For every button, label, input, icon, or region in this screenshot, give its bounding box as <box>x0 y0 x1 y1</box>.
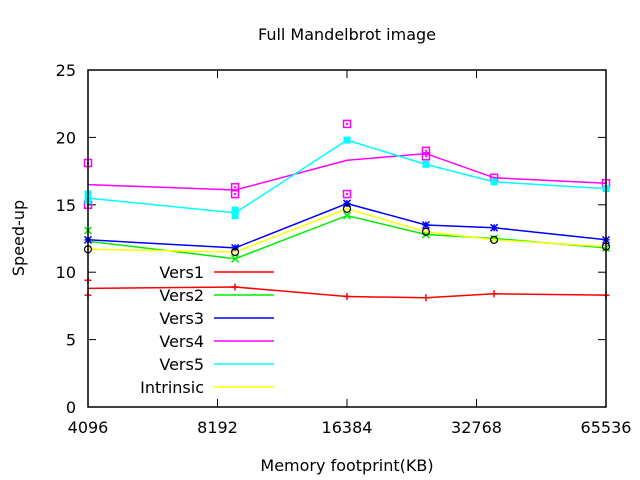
y-axis-label: Speed-up <box>9 200 28 276</box>
legend-label: Intrinsic <box>140 378 204 397</box>
data-point-center <box>492 238 496 242</box>
x-tick-label: 16384 <box>322 418 373 437</box>
y-tick-label: 15 <box>56 196 76 215</box>
data-point <box>422 160 430 168</box>
data-point <box>421 152 431 161</box>
data-point <box>421 220 430 230</box>
x-tick-label: 32768 <box>451 418 502 437</box>
data-point <box>490 178 498 186</box>
x-axis-ticks: 4096 8192 16384 32768 65536 <box>68 70 632 437</box>
data-point <box>490 223 499 232</box>
data-point <box>343 136 351 144</box>
data-point-center <box>493 176 496 179</box>
data-point <box>231 206 239 214</box>
chart-title: Full Mandelbrot image <box>258 25 436 44</box>
y-tick-label: 10 <box>56 263 76 282</box>
data-point <box>343 292 351 300</box>
y-tick-label: 20 <box>56 128 76 147</box>
series-vers4 <box>83 119 611 210</box>
legend-label: Vers3 <box>159 309 204 328</box>
data-point <box>422 294 430 302</box>
series-intrinsic <box>83 204 611 257</box>
data-point <box>342 189 352 199</box>
x-tick-label: 65536 <box>581 418 632 437</box>
series-layer <box>83 119 611 302</box>
series-vers2 <box>83 211 611 263</box>
legend-label: Vers4 <box>159 332 204 351</box>
series-line <box>87 214 607 260</box>
data-point-center <box>233 250 237 254</box>
data-point-center <box>346 193 348 196</box>
data-point <box>230 189 240 199</box>
data-point <box>490 234 499 243</box>
data-point-center <box>424 155 427 158</box>
data-point <box>489 235 499 244</box>
data-point <box>421 227 431 236</box>
series-line <box>87 202 607 249</box>
x-tick-label: 8192 <box>197 418 238 437</box>
series-line <box>87 208 607 253</box>
data-point <box>342 199 352 208</box>
y-axis-ticks: 0 5 10 15 20 25 <box>56 61 606 417</box>
legend-label: Vers1 <box>159 263 204 282</box>
y-tick-label: 25 <box>56 61 76 80</box>
data-point-center <box>234 186 237 189</box>
data-point <box>231 254 240 263</box>
legend: Vers1 Vers2 Vers3 Vers4 Vers5 Intrinsic <box>140 263 274 397</box>
data-point-center <box>346 122 348 125</box>
data-point <box>421 146 431 156</box>
series-line <box>87 139 607 214</box>
data-point-center <box>424 149 427 152</box>
series-line <box>87 286 607 299</box>
x-tick-label: 4096 <box>68 418 109 437</box>
data-point-center <box>424 230 428 234</box>
data-point-center <box>345 207 349 211</box>
plot-frame <box>87 69 607 408</box>
data-point <box>231 212 239 220</box>
data-point <box>342 211 352 220</box>
data-point <box>230 247 240 257</box>
legend-label: Vers2 <box>159 286 204 305</box>
data-point <box>342 204 352 213</box>
x-axis-label: Memory footprint(KB) <box>260 456 433 475</box>
series-line <box>87 152 607 191</box>
data-point <box>342 119 352 129</box>
data-point <box>231 283 239 291</box>
y-tick-label: 0 <box>66 398 76 417</box>
legend-label: Vers5 <box>159 355 204 374</box>
data-point <box>490 290 498 298</box>
y-tick-label: 5 <box>66 331 76 350</box>
data-point-center <box>234 193 237 196</box>
